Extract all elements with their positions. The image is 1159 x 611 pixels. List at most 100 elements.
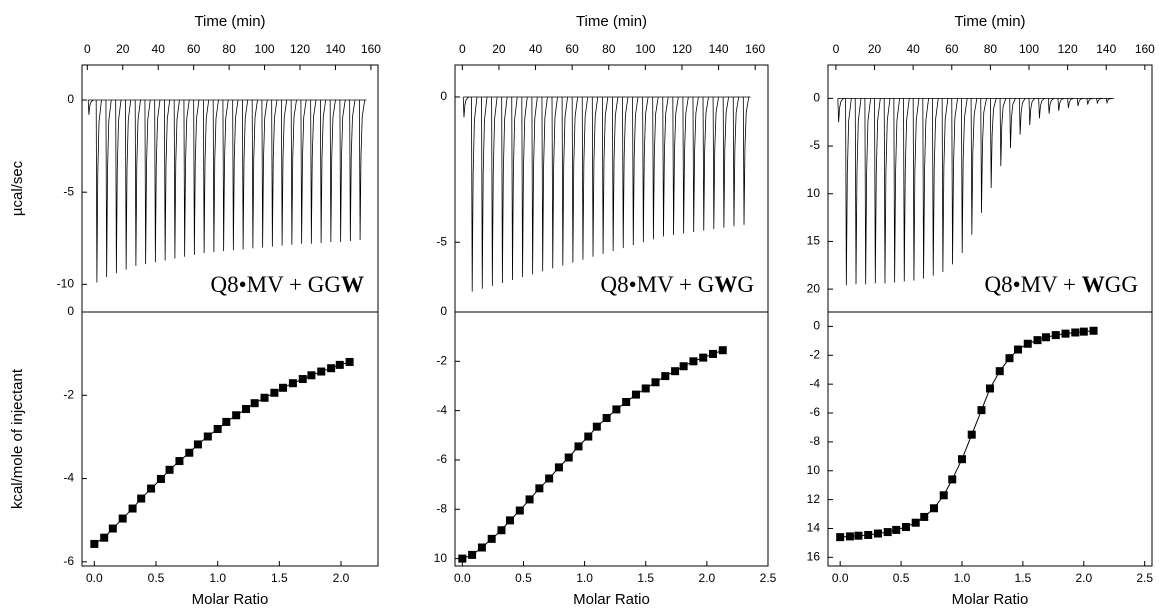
- x-tick-label: 40: [152, 42, 166, 56]
- plot-frame: [454, 311, 769, 567]
- data-point: [100, 533, 109, 542]
- y-tick-label: 20: [807, 281, 821, 295]
- data-point: [957, 455, 966, 464]
- injection-peak: [1086, 97, 1093, 105]
- data-point: [911, 518, 920, 527]
- data-point: [1079, 327, 1088, 336]
- injection-peak: [642, 96, 649, 243]
- x-tick-label: 60: [565, 42, 579, 56]
- x-tick-label: 2.0: [699, 571, 716, 585]
- injection-peak: [242, 99, 249, 250]
- data-point: [708, 349, 717, 358]
- x-axis-label: Time (min): [576, 13, 647, 30]
- y-tick-label: -5: [809, 138, 820, 152]
- injection-peak: [1009, 98, 1016, 148]
- y-tick-label: 10: [807, 463, 821, 477]
- data-point: [845, 532, 854, 541]
- annotation-part: GG: [1105, 272, 1138, 297]
- data-point: [175, 457, 184, 466]
- y-tick-label: 0: [440, 304, 447, 318]
- data-point: [671, 367, 680, 376]
- injection-peak: [271, 99, 278, 247]
- x-tick-label: 0.0: [832, 571, 849, 585]
- injection-peak: [581, 96, 589, 260]
- annotation: Q8•MV + WGG: [984, 272, 1138, 297]
- data-point: [920, 512, 929, 521]
- injection-peak: [471, 96, 478, 292]
- injection-peak: [300, 99, 307, 244]
- data-point: [901, 523, 910, 532]
- data-point: [939, 491, 948, 500]
- data-point: [288, 379, 297, 388]
- x-tick-label: 140: [1096, 42, 1116, 56]
- x-tick-label: 40: [906, 42, 920, 56]
- data-point: [203, 432, 212, 441]
- x-tick-label: 0.5: [148, 571, 165, 585]
- injection-peak: [125, 99, 132, 270]
- injection-peak: [511, 96, 518, 281]
- y-tick-label: -2: [436, 353, 447, 367]
- data-point: [535, 484, 544, 493]
- injection-peak: [358, 99, 366, 241]
- data-point: [108, 524, 117, 533]
- injection-peak: [105, 99, 112, 277]
- x-tick-label: 160: [745, 42, 765, 56]
- injection-peak: [702, 96, 709, 231]
- injection-peak: [115, 99, 122, 274]
- injection-peak: [501, 96, 508, 283]
- injection-peak: [491, 96, 498, 286]
- data-point: [651, 378, 660, 387]
- injection-peak: [922, 98, 929, 279]
- x-tick-label: 140: [709, 42, 729, 56]
- injection-peak: [722, 96, 730, 228]
- injection-peak: [531, 96, 538, 275]
- y-tick-label: -5: [63, 184, 74, 198]
- injection-peak: [903, 98, 910, 282]
- x-tick-label: 2.5: [760, 571, 777, 585]
- injection-peak: [222, 99, 229, 252]
- y-tick-label: 12: [807, 492, 821, 506]
- data-point: [232, 411, 241, 420]
- annotation: Q8•MV + GWG: [600, 272, 754, 297]
- data-point: [156, 474, 165, 483]
- data-point: [279, 383, 288, 392]
- injection-peak: [941, 98, 949, 272]
- injection-peak: [173, 99, 180, 259]
- data-point: [487, 534, 496, 543]
- injection-peak: [281, 99, 288, 246]
- x-tick-label: 2.0: [333, 571, 350, 585]
- injection-peak: [712, 96, 719, 230]
- injection-peak: [232, 99, 239, 251]
- data-point: [602, 414, 611, 423]
- data-point: [298, 375, 307, 384]
- injection-peak: [154, 99, 161, 263]
- data-point: [1071, 328, 1080, 337]
- injection-peak: [970, 98, 978, 235]
- data-point: [612, 405, 621, 414]
- injection-peak: [632, 96, 639, 246]
- injection-peak: [134, 99, 141, 266]
- injection-peak: [732, 96, 740, 227]
- injection-peak: [1047, 98, 1055, 114]
- x-tick-label: 140: [325, 42, 345, 56]
- injection-peak: [874, 98, 881, 284]
- fit-line: [840, 330, 1094, 538]
- injection-peak: [1018, 98, 1026, 135]
- y-tick-label: -2: [63, 387, 74, 401]
- y-axis-label: kcal/mole of injectant: [9, 368, 26, 509]
- data-point: [1042, 333, 1051, 342]
- injection-peak: [980, 98, 987, 213]
- injection-peak: [329, 99, 336, 242]
- injection-peak: [1067, 98, 1074, 108]
- data-point: [661, 372, 670, 381]
- injection-peak: [1038, 98, 1045, 119]
- injection-peak: [193, 99, 200, 255]
- data-point: [165, 465, 174, 474]
- data-point: [977, 406, 986, 415]
- injection-peak: [932, 98, 939, 276]
- x-tick-label: 0.5: [515, 571, 532, 585]
- injection-peak: [481, 96, 488, 289]
- data-point: [892, 525, 901, 534]
